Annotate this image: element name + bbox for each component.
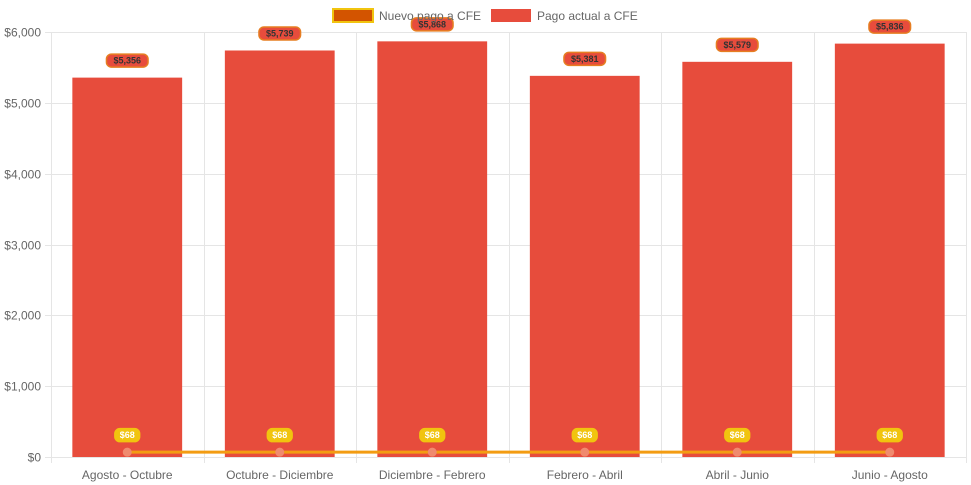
data-label-bg xyxy=(419,427,446,443)
x-tick-label: Octubre - Diciembre xyxy=(226,468,334,482)
y-tick-label: $6,000 xyxy=(4,26,41,40)
data-label-text: $68 xyxy=(882,430,897,440)
bar-data-label: $5,356 xyxy=(105,53,149,68)
bar xyxy=(72,77,183,457)
data-label-bg xyxy=(105,53,149,68)
bar xyxy=(224,50,335,458)
legend: Nuevo pago a CFE Pago actual a CFE xyxy=(332,8,638,23)
line-series xyxy=(122,447,895,457)
data-label-text: $68 xyxy=(730,430,745,440)
data-label-text: $5,836 xyxy=(876,22,904,32)
line-point xyxy=(732,447,742,457)
line-point xyxy=(427,447,437,457)
data-label-bg xyxy=(410,17,454,32)
bar-data-label: $5,739 xyxy=(258,26,302,41)
legend-item-nuevo-pago[interactable]: Nuevo pago a CFE xyxy=(332,8,481,23)
y-tick-label: $3,000 xyxy=(4,239,41,253)
bar-data-label: $5,868 xyxy=(410,17,454,32)
y-tick-label: $0 xyxy=(28,451,42,465)
data-label-text: $5,868 xyxy=(418,19,446,29)
data-label-text: $68 xyxy=(272,430,287,440)
data-label-bg xyxy=(571,427,598,443)
legend-label-nuevo-pago: Nuevo pago a CFE xyxy=(379,9,481,23)
y-tick-label: $2,000 xyxy=(4,309,41,323)
data-labels: $5,356 $5,739 $5,868 $5,381 $5,579 $5,836 $68 $… xyxy=(105,17,912,443)
x-tick-label: Agosto - Octubre xyxy=(82,468,173,482)
data-label-text: $68 xyxy=(577,430,592,440)
data-label-bg xyxy=(868,19,912,34)
legend-swatch-nuevo-pago xyxy=(332,8,374,23)
data-label-bg xyxy=(715,37,759,53)
legend-item-pago-actual[interactable]: Pago actual a CFE xyxy=(491,9,638,23)
x-tick-label: Junio - Agosto xyxy=(852,468,928,482)
y-axis: $0 $1,000 $2,000 $3,000 $4,000 $5,000 $6,000 xyxy=(4,26,41,465)
data-label-text: $5,739 xyxy=(266,28,294,38)
data-label-bg xyxy=(266,427,293,443)
data-label-text: $5,381 xyxy=(571,54,599,64)
bar-series xyxy=(72,41,945,458)
x-axis: Agosto - Octubre Octubre - Diciembre Dicie… xyxy=(82,468,928,482)
bar xyxy=(834,43,945,457)
bar xyxy=(682,61,793,458)
y-tick-label: $1,000 xyxy=(4,380,41,394)
y-tick-label: $5,000 xyxy=(4,97,41,111)
line-point xyxy=(275,447,285,457)
y-tick-label: $4,000 xyxy=(4,168,41,182)
line-data-label: $68 xyxy=(419,427,446,443)
data-label-bg xyxy=(563,51,607,67)
legend-label-pago-actual: Pago actual a CFE xyxy=(537,9,638,23)
bar-data-label: $5,836 xyxy=(868,19,912,34)
legend-swatch-pago-actual xyxy=(491,9,531,22)
line-point xyxy=(122,447,132,457)
line-data-label: $68 xyxy=(266,427,293,443)
x-tick-label: Diciembre - Febrero xyxy=(379,468,486,482)
data-label-bg xyxy=(876,427,903,443)
data-label-text: $5,579 xyxy=(723,40,751,50)
x-tick-label: Abril - Junio xyxy=(706,468,770,482)
bar xyxy=(529,75,640,458)
line-point xyxy=(885,447,895,457)
data-label-text: $68 xyxy=(425,430,440,440)
bar-data-label: $5,579 xyxy=(715,37,759,53)
x-tick-label: Febrero - Abril xyxy=(547,468,623,482)
bar-data-label: $5,381 xyxy=(563,51,607,67)
data-label-bg xyxy=(724,427,751,443)
data-label-bg xyxy=(114,427,141,443)
line-data-label: $68 xyxy=(571,427,598,443)
line-point xyxy=(580,447,590,457)
bar xyxy=(377,41,488,457)
data-label-text: $5,356 xyxy=(113,56,141,66)
line-data-label: $68 xyxy=(876,427,903,443)
line-data-label: $68 xyxy=(724,427,751,443)
data-label-bg xyxy=(258,26,302,41)
grid xyxy=(45,32,967,463)
data-label-text: $68 xyxy=(120,430,135,440)
line-data-label: $68 xyxy=(114,427,141,443)
